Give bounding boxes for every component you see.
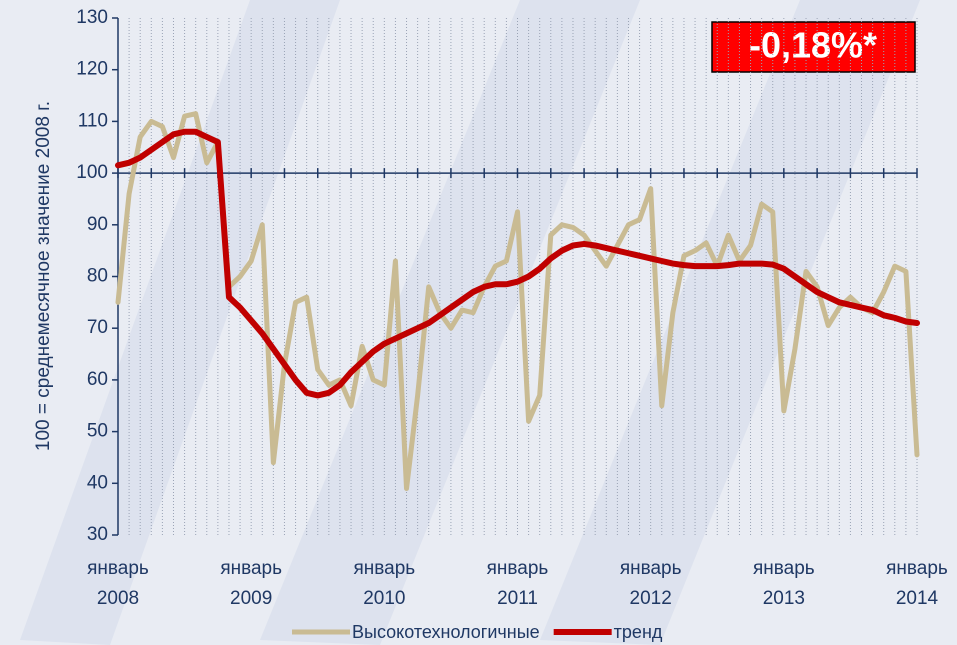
legend-label: Высокотехнологичные <box>352 622 540 642</box>
y-tick-label: 80 <box>87 266 108 287</box>
y-tick-label: 70 <box>87 317 108 338</box>
y-tick-label: 90 <box>87 214 108 235</box>
annotation: -0,18%* <box>749 25 877 66</box>
y-tick-label: 50 <box>87 421 108 442</box>
chart: 100 = среднемесячное значение 2008 г. -0… <box>0 0 957 645</box>
y-tick-label: 110 <box>78 110 108 131</box>
y-tick-label: 30 <box>87 524 108 545</box>
y-tick-label: 130 <box>76 7 108 28</box>
y-axis-label: 100 = среднемесячное значение 2008 г. <box>33 101 54 451</box>
y-tick-label: 40 <box>87 472 108 493</box>
legend-label: тренд <box>614 622 663 642</box>
y-tick-label: 100 <box>76 162 108 183</box>
page: 100 = среднемесячное значение 2008 г. -0… <box>0 0 957 645</box>
y-tick-label: 120 <box>76 59 108 80</box>
y-tick-label: 60 <box>87 369 108 390</box>
